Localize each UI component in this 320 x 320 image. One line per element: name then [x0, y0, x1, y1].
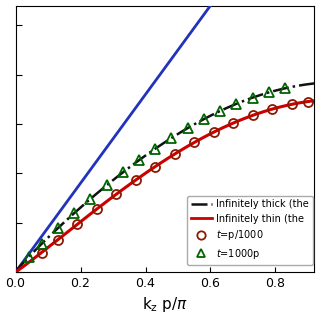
Legend: Infinitely thick (the, Infinitely thin (the, $t$=p/1000, $t$=1000p: Infinitely thick (the, Infinitely thin (… — [187, 196, 313, 265]
X-axis label: $\mathregular{k_z}$ p/$\pi$: $\mathregular{k_z}$ p/$\pi$ — [142, 295, 188, 315]
